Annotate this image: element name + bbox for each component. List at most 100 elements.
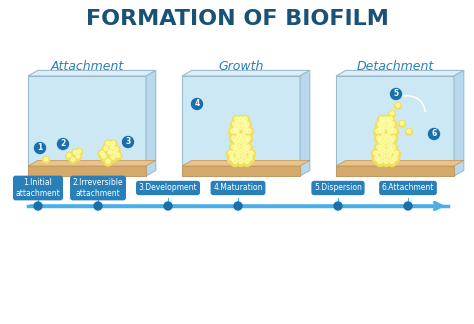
Circle shape — [385, 128, 394, 136]
Circle shape — [244, 126, 248, 130]
Circle shape — [373, 155, 382, 164]
Circle shape — [394, 151, 398, 155]
Circle shape — [235, 129, 239, 133]
Circle shape — [388, 129, 392, 133]
Polygon shape — [336, 76, 454, 176]
Circle shape — [394, 102, 401, 110]
Circle shape — [377, 128, 386, 136]
Circle shape — [393, 156, 397, 160]
Circle shape — [242, 121, 246, 125]
Circle shape — [404, 202, 412, 210]
Polygon shape — [454, 70, 464, 176]
Circle shape — [230, 121, 239, 130]
Circle shape — [71, 157, 75, 161]
Circle shape — [382, 137, 391, 146]
Circle shape — [388, 117, 392, 122]
Circle shape — [233, 122, 237, 126]
Text: 2.Irreversible
attachment: 2.Irreversible attachment — [73, 178, 123, 198]
Circle shape — [248, 156, 252, 160]
Circle shape — [407, 130, 411, 133]
Circle shape — [386, 134, 390, 138]
Circle shape — [382, 134, 386, 138]
Circle shape — [375, 121, 384, 130]
Circle shape — [111, 155, 115, 159]
Circle shape — [111, 141, 115, 145]
Circle shape — [380, 119, 384, 122]
Polygon shape — [336, 70, 464, 76]
Polygon shape — [28, 76, 146, 176]
Circle shape — [385, 115, 394, 124]
Circle shape — [73, 151, 77, 154]
Circle shape — [384, 149, 388, 153]
Circle shape — [240, 115, 249, 124]
Circle shape — [75, 148, 82, 156]
Circle shape — [110, 145, 114, 149]
Text: FORMATION OF BIOFILM: FORMATION OF BIOFILM — [86, 9, 388, 29]
Circle shape — [67, 154, 71, 157]
Circle shape — [239, 125, 243, 129]
Circle shape — [34, 202, 42, 210]
Circle shape — [231, 147, 240, 156]
Circle shape — [77, 150, 81, 153]
Circle shape — [100, 151, 104, 155]
Circle shape — [375, 157, 384, 167]
Circle shape — [245, 122, 249, 126]
Circle shape — [106, 141, 110, 145]
Polygon shape — [336, 160, 464, 166]
Circle shape — [237, 137, 246, 146]
Circle shape — [389, 110, 395, 118]
Circle shape — [246, 149, 255, 158]
Circle shape — [246, 145, 250, 149]
Circle shape — [405, 129, 412, 135]
Circle shape — [234, 120, 243, 129]
Circle shape — [379, 126, 383, 130]
Circle shape — [236, 121, 240, 125]
Circle shape — [98, 150, 106, 158]
Circle shape — [237, 115, 246, 124]
Circle shape — [74, 154, 82, 160]
Polygon shape — [28, 70, 156, 76]
Circle shape — [116, 153, 120, 157]
Circle shape — [388, 157, 396, 167]
Text: 3.Development: 3.Development — [139, 183, 197, 192]
Circle shape — [387, 144, 391, 148]
Circle shape — [114, 152, 122, 160]
Circle shape — [387, 154, 391, 158]
Text: Attachment: Attachment — [50, 60, 124, 73]
Circle shape — [230, 156, 234, 160]
Circle shape — [239, 149, 243, 153]
Circle shape — [235, 133, 244, 142]
Circle shape — [239, 153, 248, 161]
Circle shape — [246, 136, 250, 140]
Circle shape — [383, 133, 392, 142]
Circle shape — [391, 145, 395, 149]
Circle shape — [382, 147, 391, 156]
Circle shape — [102, 145, 110, 153]
Circle shape — [378, 122, 382, 126]
Circle shape — [237, 147, 246, 156]
Circle shape — [238, 133, 247, 142]
Polygon shape — [146, 70, 156, 176]
Circle shape — [104, 158, 112, 166]
Circle shape — [374, 144, 383, 153]
Circle shape — [384, 139, 388, 143]
Circle shape — [379, 120, 388, 129]
Circle shape — [389, 126, 393, 130]
Circle shape — [249, 151, 253, 155]
Circle shape — [231, 129, 235, 133]
Circle shape — [241, 134, 245, 138]
Polygon shape — [28, 166, 146, 176]
Circle shape — [241, 137, 250, 146]
Circle shape — [229, 151, 233, 155]
Circle shape — [236, 154, 240, 158]
Circle shape — [242, 144, 246, 148]
Circle shape — [245, 128, 254, 136]
Circle shape — [376, 124, 385, 133]
Circle shape — [387, 121, 391, 125]
Circle shape — [43, 156, 49, 164]
Circle shape — [106, 149, 114, 157]
Circle shape — [104, 140, 112, 148]
Circle shape — [390, 122, 394, 126]
Circle shape — [113, 150, 117, 154]
Circle shape — [65, 153, 73, 159]
